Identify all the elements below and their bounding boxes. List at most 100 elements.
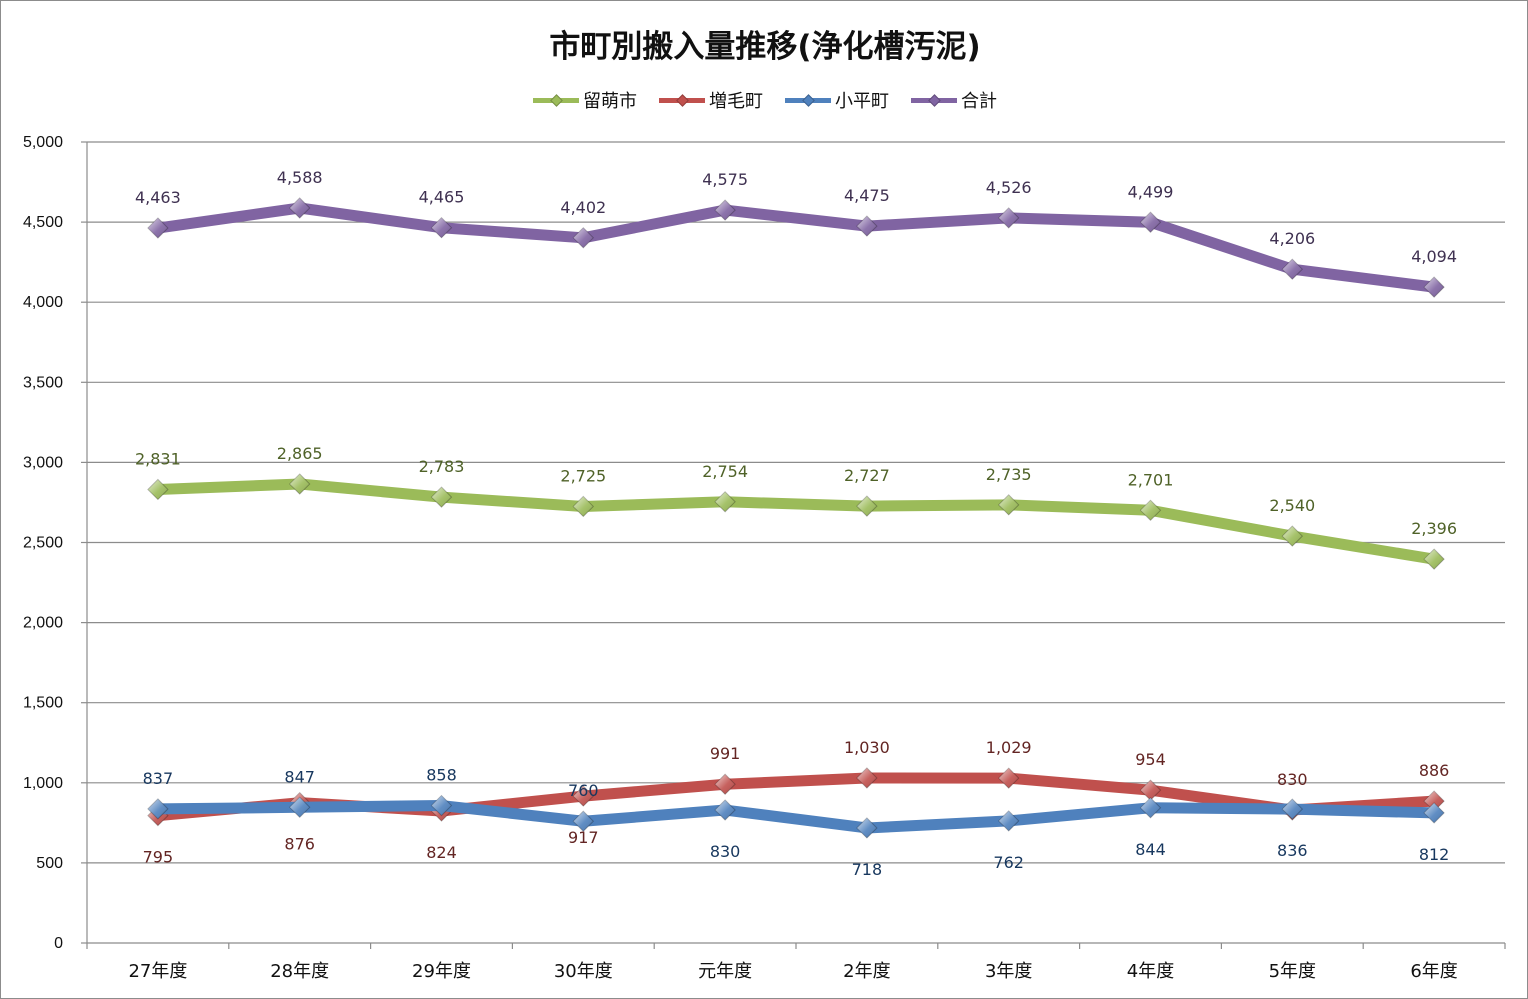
series-line	[152, 478, 1440, 565]
legend-item-total: 合計	[911, 87, 997, 113]
data-point-highlight	[573, 496, 594, 517]
data-point-highlight	[1282, 799, 1303, 820]
data-point	[430, 794, 453, 817]
data-point-highlight	[431, 217, 452, 238]
legend-item-obira: 小平町	[785, 87, 889, 113]
data-label: 917	[568, 828, 599, 847]
data-point	[856, 767, 878, 789]
data-point	[572, 227, 595, 249]
data-point	[1139, 499, 1162, 522]
data-point-highlight	[431, 795, 452, 816]
series	[147, 197, 1445, 839]
data-point	[1281, 798, 1304, 820]
legend-swatch	[785, 94, 831, 107]
legend-label: 留萌市	[583, 91, 637, 112]
data-point-highlight	[147, 798, 168, 819]
data-point-highlight	[856, 496, 877, 517]
data-label: 2,701	[1128, 470, 1174, 489]
data-point-highlight	[1140, 212, 1161, 233]
data-point	[430, 216, 453, 239]
legend-label: 小平町	[835, 91, 889, 112]
data-point-highlight	[1140, 780, 1161, 801]
y-tick-label: 1,000	[23, 775, 63, 792]
y-tick-label: 4,000	[23, 294, 63, 311]
data-point-highlight	[573, 786, 594, 807]
x-tick-label: 4年度	[1127, 961, 1174, 982]
data-point-highlight	[573, 811, 594, 832]
data-label: 2,396	[1411, 519, 1457, 538]
data-point	[1423, 276, 1445, 298]
data-label: 836	[1277, 841, 1308, 860]
data-point	[572, 785, 595, 807]
data-point-highlight	[289, 474, 310, 495]
data-point	[430, 486, 453, 508]
data-point	[856, 215, 878, 237]
data-point-highlight	[998, 810, 1019, 831]
data-label: 4,475	[844, 186, 890, 205]
legend-item-mashike: 増毛町	[659, 87, 763, 113]
data-label: 991	[710, 744, 741, 763]
data-label: 824	[426, 843, 457, 862]
data-point	[147, 478, 169, 501]
data-label: 954	[1135, 750, 1166, 769]
data-point-highlight	[998, 494, 1019, 515]
data-label: 812	[1419, 845, 1450, 864]
data-label: 4,499	[1128, 182, 1174, 201]
legend-label: 合計	[961, 91, 997, 112]
legend-swatch	[659, 94, 705, 107]
data-point-highlight	[1424, 802, 1445, 823]
data-label: 4,575	[702, 170, 748, 189]
y-tick-label: 2,500	[23, 535, 63, 552]
data-point	[714, 199, 736, 221]
data-label: 847	[284, 767, 315, 786]
data-point	[572, 810, 595, 832]
data-label: 4,402	[560, 198, 606, 217]
data-label: 760	[568, 781, 599, 800]
data-point-highlight	[1282, 259, 1303, 280]
data-point	[856, 817, 878, 839]
series-2	[147, 794, 1445, 839]
legend-swatch	[911, 94, 957, 107]
data-label: 2,735	[986, 465, 1032, 484]
legend: 留萌市 増毛町 小平町 合計	[1, 87, 1528, 113]
data-label: 718	[852, 860, 883, 879]
data-point	[288, 473, 311, 495]
data-label: 1,030	[844, 738, 890, 757]
x-tick-label: 29年度	[412, 961, 471, 982]
data-point-highlight	[1424, 549, 1445, 570]
legend-swatch	[533, 94, 579, 107]
data-point-highlight	[289, 198, 310, 219]
data-point	[1281, 258, 1304, 280]
data-point-highlight	[1424, 791, 1445, 812]
data-label: 4,465	[419, 188, 465, 207]
series-3	[147, 197, 1445, 298]
data-point-highlight	[715, 774, 736, 795]
data-point	[997, 207, 1020, 229]
data-label: 858	[426, 766, 457, 785]
series-line	[152, 800, 1440, 834]
data-point-highlight	[1140, 500, 1161, 521]
data-label: 4,588	[277, 168, 323, 187]
x-tick-label: 5年度	[1269, 961, 1316, 982]
data-point	[147, 217, 169, 239]
y-tick-label: 0	[54, 935, 63, 952]
y-tick-label: 4,500	[23, 214, 63, 231]
data-label: 876	[284, 835, 315, 854]
data-point	[147, 798, 169, 820]
axes: 0 500 1,000 1,500 2,000 2,500 3,000 3,500 4,000 4…	[23, 134, 1506, 982]
x-tick-label: 28年度	[270, 961, 329, 982]
y-tick-label: 500	[36, 855, 63, 872]
data-labels: 2,831 2,865 2,783 2,725 2,754 2,727 2,735 2,701…	[135, 168, 1457, 879]
data-point-highlight	[1140, 797, 1161, 818]
data-label: 795	[143, 848, 174, 867]
data-point-highlight	[147, 218, 168, 239]
data-point	[1139, 211, 1162, 233]
series-line	[152, 202, 1440, 293]
data-label: 844	[1135, 840, 1166, 859]
x-tick-label: 2年度	[843, 961, 890, 982]
data-point	[714, 799, 736, 821]
data-label: 4,463	[135, 188, 181, 207]
data-label: 4,094	[1411, 247, 1457, 266]
